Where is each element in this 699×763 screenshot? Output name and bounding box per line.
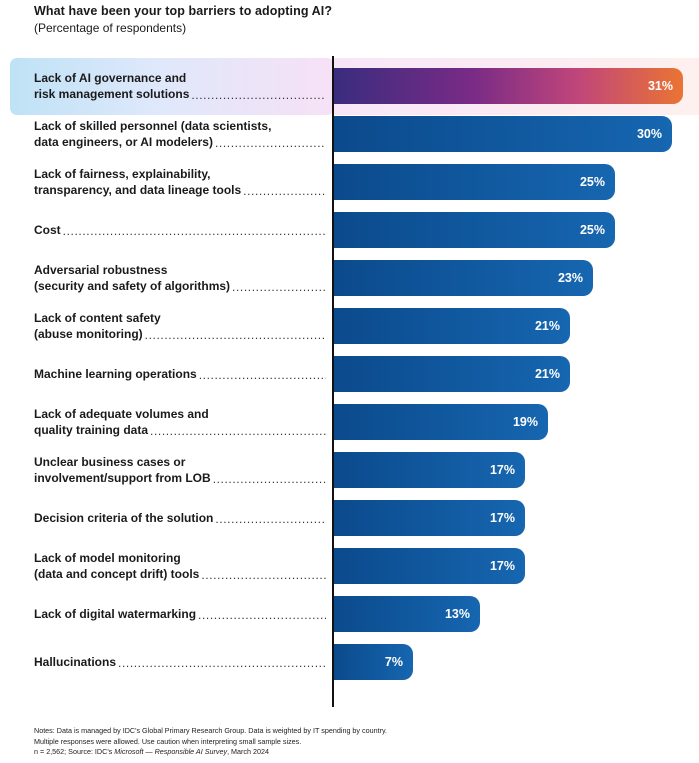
bar-4: 25% [334, 212, 615, 248]
category-label-text: Adversarial robustness [34, 263, 168, 277]
category-label-7: Machine learning operations [34, 366, 326, 382]
bar-10: 17% [334, 500, 525, 536]
leader-dots [118, 655, 326, 671]
category-label-9: Unclear business cases or involvement/sup… [34, 454, 326, 486]
category-axis-line [332, 56, 334, 707]
chart-title: What have been your top barriers to adop… [34, 4, 333, 18]
category-label-4: Cost [34, 222, 326, 238]
leader-dots [232, 279, 326, 295]
category-label-text: transparency, and data lineage tools [34, 183, 242, 197]
bar-5: 23% [334, 260, 593, 296]
leader-dots [199, 367, 326, 383]
notes-line-1: Notes: Data is managed by IDC's Global P… [34, 726, 388, 735]
category-label-11: Lack of model monitoring (data and concep… [34, 550, 326, 582]
chart-subtitle: (Percentage of respondents) [34, 21, 187, 35]
category-label-text: Lack of skilled personnel (data scientis… [34, 119, 272, 133]
bar-8: 19% [334, 404, 548, 440]
category-label-text: data engineers, or AI modelers) [34, 135, 213, 149]
bar-11: 17% [334, 548, 525, 584]
leader-dots [150, 423, 326, 439]
category-label-text: Unclear business cases or [34, 455, 186, 469]
bar-2: 30% [334, 116, 672, 152]
category-label-2: Lack of skilled personnel (data scientis… [34, 118, 326, 150]
category-label-text: (abuse monitoring) [34, 327, 143, 341]
bar-9: 17% [334, 452, 525, 488]
category-label-text: quality training data [34, 423, 149, 437]
notes-line-3: n = 2,562; Source: IDC's Microsoft — Res… [34, 747, 387, 758]
category-label-6: Lack of content safety (abuse monitoring) [34, 310, 326, 342]
notes-survey-name: Microsoft — Responsible AI Survey [114, 747, 228, 756]
category-label-13: Hallucinations [34, 654, 326, 670]
bar-value-label-9: 17% [489, 463, 515, 477]
bar-12: 13% [334, 596, 480, 632]
leader-dots [198, 607, 326, 623]
category-label-text: involvement/support from LOB [34, 471, 211, 485]
notes-source-suffix: , March 2024 [227, 747, 270, 756]
bar-value-label-11: 17% [489, 559, 515, 573]
category-label-text: Lack of model monitoring [34, 551, 181, 565]
bar-7: 21% [334, 356, 570, 392]
category-label-8: Lack of adequate volumes and quality trai… [34, 406, 326, 438]
bar-value-label-6: 21% [534, 319, 560, 333]
leader-dots [191, 87, 326, 103]
leader-dots [243, 183, 326, 199]
category-label-text: Decision criteria of the solution [34, 511, 214, 525]
bar-value-label-5: 23% [557, 271, 583, 285]
category-label-text: (data and concept drift) tools [34, 567, 200, 581]
category-label-text: Lack of fairness, explainability, [34, 167, 211, 181]
bar-value-label-3: 25% [579, 175, 605, 189]
notes-line-2: Multiple responses were allowed. Use cau… [34, 736, 302, 746]
bar-value-label-8: 19% [512, 415, 538, 429]
notes-source-prefix: n = 2,562; Source: IDC's [34, 747, 115, 756]
bar-value-label-4: 25% [579, 223, 605, 237]
category-label-text: Lack of AI governance and [34, 71, 187, 85]
leader-dots [201, 567, 326, 583]
leader-dots [215, 511, 326, 527]
category-label-text: Lack of adequate volumes and [34, 407, 209, 421]
leader-dots [213, 471, 326, 487]
bar-value-label-1: 31% [647, 79, 673, 93]
category-label-text: (security and safety of algorithms) [34, 279, 231, 293]
category-label-5: Adversarial robustness (security and safe… [34, 262, 326, 294]
category-label-3: Lack of fairness, explainability, transpa… [34, 166, 326, 198]
category-label-1: Lack of AI governance and risk management… [34, 70, 326, 102]
bar-value-label-12: 13% [444, 607, 470, 621]
leader-dots [63, 223, 326, 239]
chart-notes: Notes: Data is managed by IDC's Global P… [34, 726, 387, 758]
category-label-text: Hallucinations [34, 655, 117, 669]
category-label-text: Machine learning operations [34, 367, 197, 381]
bar-value-label-2: 30% [636, 127, 662, 141]
bar-6: 21% [334, 308, 570, 344]
bar-value-label-13: 7% [384, 655, 403, 669]
category-label-10: Decision criteria of the solution [34, 510, 326, 526]
category-label-text: Lack of content safety [34, 311, 161, 325]
category-label-text: Lack of digital watermarking [34, 607, 197, 621]
bar-1: 31% [334, 68, 683, 104]
leader-dots [215, 135, 326, 151]
bar-value-label-7: 21% [534, 367, 560, 381]
bar-13: 7% [334, 644, 413, 680]
bar-value-label-10: 17% [489, 511, 515, 525]
category-label-text: Cost [34, 223, 61, 237]
category-label-12: Lack of digital watermarking [34, 606, 326, 622]
category-label-text: risk management solutions [34, 87, 190, 101]
bar-3: 25% [334, 164, 615, 200]
leader-dots [145, 327, 326, 343]
